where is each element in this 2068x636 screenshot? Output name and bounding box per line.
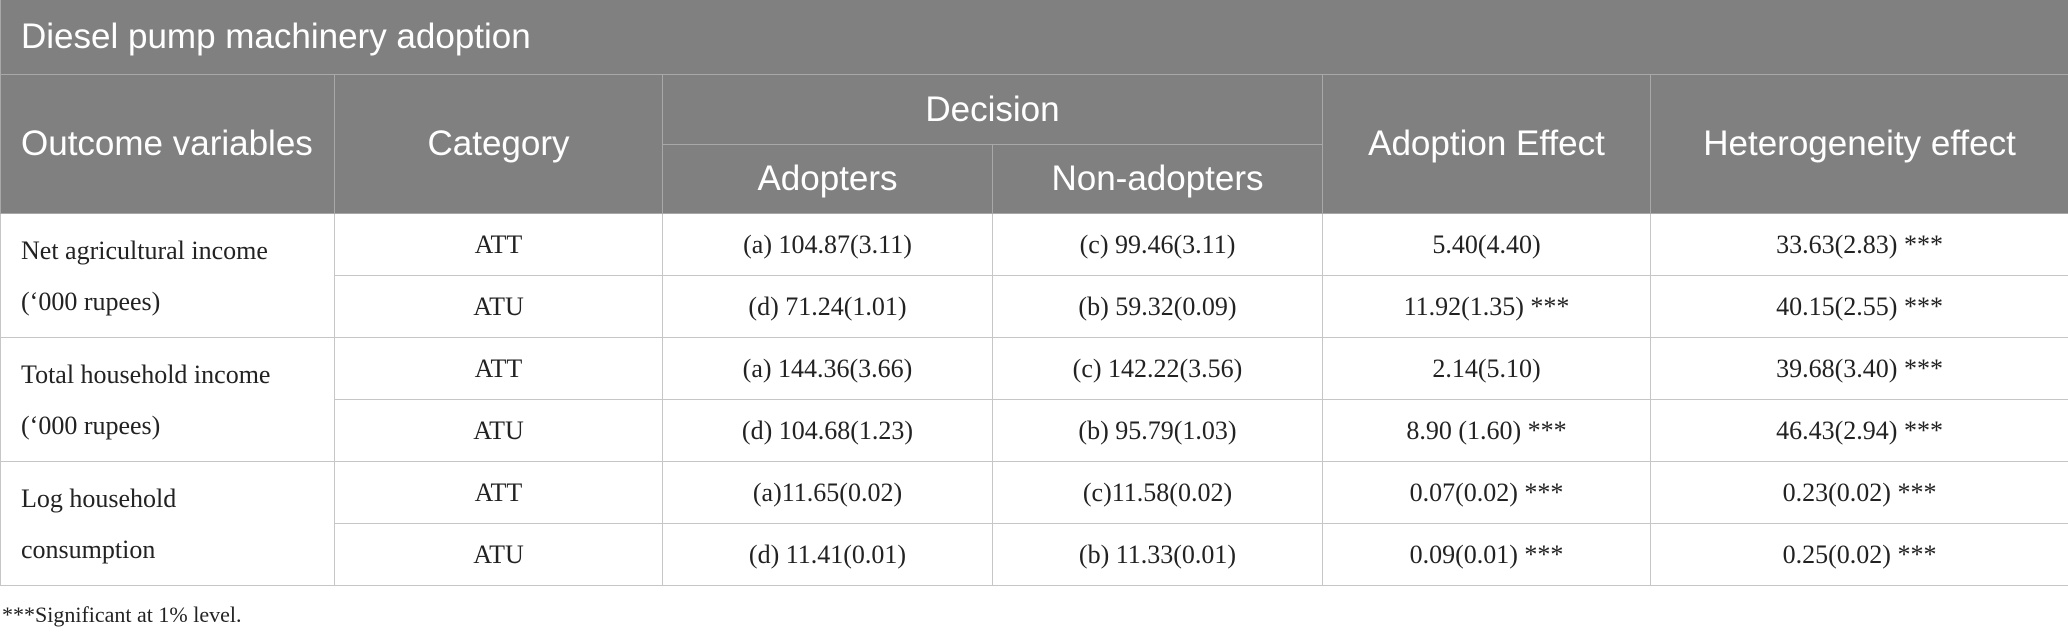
table-cell: 5.40(4.40) — [1322, 213, 1651, 276]
table-cell: (c)11.58(0.02) — [992, 461, 1323, 524]
table-cell: 39.68(3.40) *** — [1649, 337, 2068, 400]
table-cell: (c) 142.22(3.56) — [992, 337, 1323, 400]
table-cell: ATT — [334, 337, 663, 400]
table-cell: (d) 11.41(0.01) — [662, 523, 993, 586]
header-cell: Outcome variables — [0, 74, 335, 214]
table-cell: 0.07(0.02) *** — [1322, 461, 1651, 524]
header-cell: Heterogeneity effect — [1649, 74, 2068, 214]
outcome-cell: Total household income (‘000 rupees) — [0, 337, 335, 462]
table-row: ATU (d) 104.68(1.23) (b) 95.79(1.03) 8.90 (… — [1, 399, 2068, 462]
outcome-cell: Log household consumption — [0, 461, 335, 586]
table-title: Diesel pump machinery adoption — [0, 0, 2068, 75]
header-cell: Adoption Effect — [1322, 74, 1651, 214]
table-cell: ATT — [334, 461, 663, 524]
outcome-cell: Net agricultural income (‘000 rupees) — [0, 213, 335, 338]
table-row: Net agricultural income (‘000 rupees) ATT… — [0, 213, 2068, 338]
header-cell: Non-adopters — [992, 144, 1323, 214]
table-cell: (d) 104.68(1.23) — [662, 399, 993, 462]
header-cell: Adopters — [662, 144, 993, 214]
table-cell: 2.14(5.10) — [1322, 337, 1651, 400]
table-cell: (b) 11.33(0.01) — [992, 523, 1323, 586]
table-cell: 11.92(1.35) *** — [1322, 275, 1651, 338]
header-cell: Category — [334, 74, 663, 214]
table-cell: (c) 99.46(3.11) — [992, 213, 1323, 276]
results-table: Diesel pump machinery adoption Outcome v… — [0, 0, 2068, 586]
table-cell: (d) 71.24(1.01) — [662, 275, 993, 338]
table-cell: 33.63(2.83) *** — [1649, 213, 2068, 276]
table-cell: ATU — [334, 275, 663, 338]
table-cell: 0.25(0.02) *** — [1649, 523, 2068, 586]
footnote: ***Significant at 1% level. — [2, 602, 242, 627]
table-cell: (b) 95.79(1.03) — [992, 399, 1323, 462]
table-cell: (b) 59.32(0.09) — [992, 275, 1323, 338]
table-cell: 0.09(0.01) *** — [1322, 523, 1651, 586]
table-cell: (a) 104.87(3.11) — [662, 213, 993, 276]
table-cell: 40.15(2.55) *** — [1649, 275, 2068, 338]
table-cell: (a)11.65(0.02) — [662, 461, 993, 524]
table-cell: 0.23(0.02) *** — [1649, 461, 2068, 524]
table-cell: ATT — [334, 213, 663, 276]
table-cell: (a) 144.36(3.66) — [662, 337, 993, 400]
table-cell: ATU — [334, 399, 663, 462]
table-row: Log household consumption ATT (a)11.65(0.0… — [0, 461, 2068, 586]
header-cell: Decision — [662, 74, 1323, 145]
table-cell: ATU — [334, 523, 663, 586]
table-row: Total household income (‘000 rupees) ATT(… — [0, 337, 2068, 462]
table-row: ATU (d) 11.41(0.01) (b) 11.33(0.01) 0.09(0.… — [1, 523, 2068, 586]
table-body: Net agricultural income (‘000 rupees) ATT… — [0, 213, 2068, 586]
table-cell: 8.90 (1.60) *** — [1322, 399, 1651, 462]
table-cell: 46.43(2.94) *** — [1649, 399, 2068, 462]
